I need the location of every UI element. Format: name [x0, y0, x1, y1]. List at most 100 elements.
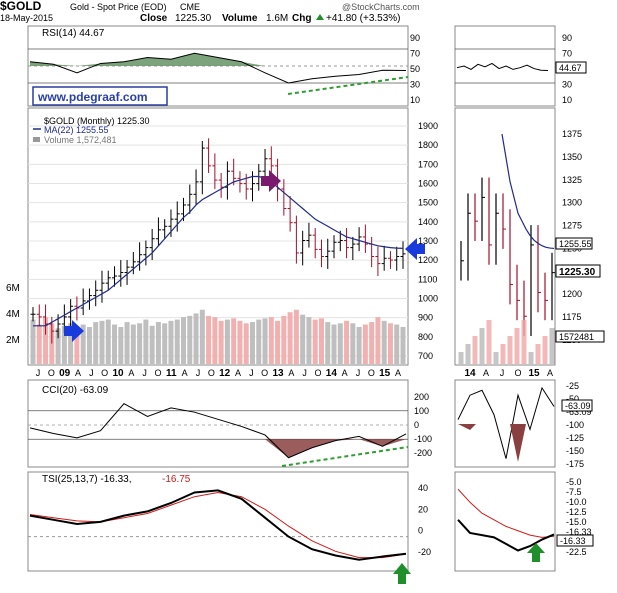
volume-bar: [356, 327, 362, 364]
volume-bar: [80, 324, 86, 364]
side-cci-fill: [458, 424, 476, 430]
volume-bar: [181, 317, 187, 364]
volume-bar: [249, 322, 255, 364]
volume-bar: [137, 323, 143, 364]
price-tick-label: 1800: [418, 140, 438, 150]
x-tick-label: 09: [59, 368, 71, 379]
volume-bar: [331, 324, 337, 364]
rsi-tick-label: 30: [410, 80, 420, 90]
side-rsi-tick-label: 70: [562, 49, 572, 59]
rsi-tick-label: 70: [410, 49, 420, 59]
price-legend-ma: MA(22) 1255.55: [44, 125, 109, 135]
volume-bar: [350, 323, 356, 364]
side-cci-tick-label: -150: [566, 446, 584, 456]
volume-bar: [369, 322, 375, 364]
volume-bar: [30, 319, 36, 364]
side-rsi-value: 44.67: [559, 63, 582, 73]
volume-bar: [86, 327, 92, 364]
x-tick-label: O: [368, 368, 375, 378]
site-label: www.pdegraaf.com: [37, 90, 148, 104]
x-tick-label: O: [48, 368, 55, 378]
x-tick-label: J: [356, 368, 361, 378]
x-tick-label: J: [249, 368, 254, 378]
volume-bar: [212, 317, 218, 364]
side-ma-line: [501, 133, 555, 250]
side-tsi-tick-label: -10.0: [566, 497, 587, 507]
tsi-legend: TSI(25,13,7) -16.33,: [42, 474, 132, 485]
tsi-tick-label: 0: [418, 526, 423, 536]
price-tick-label: 1500: [418, 198, 438, 208]
side-price-tick-label: 1175: [562, 312, 581, 322]
side-ma-value-box: [555, 237, 593, 250]
cci-tick-label: -200: [414, 448, 432, 458]
side-tsi-signal-line: [457, 488, 555, 538]
rsi-trendline: [287, 76, 409, 95]
side-tsi-tick-label: -7.5: [566, 487, 582, 497]
volume-bar: [149, 325, 155, 364]
volume-tick-label: 2M: [6, 335, 20, 346]
side-cci-tick-label: -25: [566, 381, 579, 391]
volume-bar: [362, 324, 368, 364]
price-tick-label: 1400: [418, 217, 438, 227]
x-tick-label: O: [314, 368, 321, 378]
side-tsi-value-box: [556, 534, 594, 547]
side-cci-tick-label: -50: [566, 394, 579, 404]
side-price-panel: [454, 107, 556, 366]
side-price-tick-label: 1325: [562, 175, 582, 185]
volume-bar: [68, 323, 74, 364]
side-volume-bar: [486, 320, 492, 364]
volume-bar: [381, 320, 387, 364]
volume-bar: [344, 320, 350, 364]
side-tsi-panel: [454, 471, 556, 572]
side-tsi-tick-label: -12.5: [566, 507, 587, 517]
side-volume-value: 1572481: [559, 332, 594, 342]
side-volume-bar: [535, 344, 541, 364]
arrow-up-green-icon: [393, 563, 411, 584]
volume-bar: [256, 319, 262, 364]
side-cci-tick-label: -175: [566, 459, 584, 469]
x-tick-label: O: [154, 368, 161, 378]
volume-bar: [237, 320, 243, 364]
side-volume-bar: [500, 344, 506, 364]
volume-label: Volume: [222, 13, 258, 24]
cci-negative-fill: [30, 439, 406, 458]
volume-bar: [124, 322, 130, 364]
side-cci-value: -63.09: [565, 401, 591, 411]
x-tick-label: O: [261, 368, 268, 378]
volume-bar: [218, 320, 224, 364]
side-volume-bar: [493, 352, 499, 364]
close-value: 1225.30: [175, 13, 212, 24]
side-x-tick-label: 14: [464, 368, 476, 379]
volume-bar: [112, 324, 118, 364]
x-tick-label: A: [342, 368, 348, 378]
side-x-tick-label: O: [514, 368, 521, 378]
volume-bar: [293, 309, 299, 364]
volume-bar: [143, 319, 149, 364]
volume-bar: [375, 317, 381, 364]
exchange-label: CME: [180, 2, 200, 12]
tsi-signal-legend: -16.75: [162, 474, 191, 485]
cci-legend: CCI(20) -63.09: [42, 385, 109, 396]
rsi-tick-label: 50: [410, 64, 420, 74]
side-cci-tick-label: -125: [566, 433, 584, 443]
x-tick-label: 13: [272, 368, 284, 379]
date-label: 18-May-2015: [0, 13, 53, 23]
tsi-panel: [27, 471, 409, 572]
cci-panel: [27, 379, 409, 468]
arrow-right-purple-icon: [261, 170, 281, 192]
tsi-signal-line: [29, 491, 407, 559]
x-tick-label: A: [182, 368, 188, 378]
rsi-tick-label: 90: [410, 33, 420, 43]
tsi-line: [29, 489, 407, 561]
x-tick-label: A: [235, 368, 241, 378]
side-tsi-value: -16.33: [560, 536, 586, 546]
chg-up-icon: [316, 14, 324, 20]
cci-tick-label: 100: [414, 406, 429, 416]
x-tick-label: J: [196, 368, 201, 378]
volume-bar: [168, 320, 174, 364]
tsi-tick-label: 20: [418, 504, 428, 514]
volume-bar: [224, 319, 230, 364]
volume-bar: [74, 329, 80, 364]
volume-bar: [400, 327, 406, 364]
